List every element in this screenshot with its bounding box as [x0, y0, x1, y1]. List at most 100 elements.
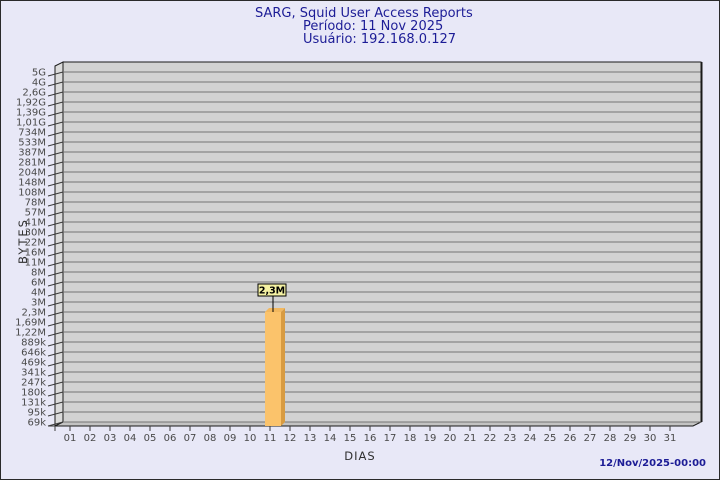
- x-tick-label: 17: [384, 433, 397, 444]
- y-tick-mark: [47, 281, 64, 287]
- y-tick-mark: [47, 81, 64, 87]
- y-tick-mark: [47, 211, 64, 217]
- y-tick-label: 108M: [18, 188, 46, 199]
- y-tick-mark: [47, 71, 64, 77]
- bar-side-face: [281, 308, 285, 426]
- y-tick-mark: [47, 331, 64, 337]
- y-tick-label: 1,69M: [15, 318, 46, 329]
- y-tick-mark: [47, 181, 64, 187]
- x-tick-label: 20: [444, 433, 457, 444]
- y-tick-mark: [47, 401, 64, 407]
- y-tick-mark: [47, 321, 64, 327]
- x-tick-label: 21: [464, 433, 477, 444]
- y-tick-mark: [47, 291, 64, 297]
- y-tick-mark: [47, 301, 64, 307]
- y-tick-label: 16M: [25, 248, 46, 259]
- y-tick-label: 3M: [31, 298, 46, 309]
- y-tick-label: 69k: [27, 418, 46, 429]
- x-tick-label: 11: [264, 433, 277, 444]
- y-tick-mark: [47, 151, 64, 157]
- x-axis-title: DIAS: [344, 449, 376, 463]
- x-tick-label: 03: [104, 433, 117, 444]
- y-tick-label: 4M: [31, 288, 46, 299]
- y-tick-mark: [47, 201, 64, 207]
- y-tick-mark: [47, 231, 64, 237]
- y-tick-label: 1,01G: [16, 118, 46, 129]
- y-tick-label: 341k: [21, 368, 46, 379]
- y-tick-label: 387M: [18, 148, 46, 159]
- x-tick-label: 30: [644, 433, 657, 444]
- x-tick-label: 14: [324, 433, 337, 444]
- x-tick-label: 28: [604, 433, 617, 444]
- y-tick-mark: [47, 261, 64, 267]
- report-timestamp: 12/Nov/2025-00:00: [599, 458, 706, 469]
- x-tick-label: 12: [284, 433, 297, 444]
- x-tick-label: 29: [624, 433, 637, 444]
- x-tick-label: 23: [504, 433, 517, 444]
- y-tick-label: 204M: [18, 168, 46, 179]
- x-tick-label: 16: [364, 433, 377, 444]
- y-tick-mark: [47, 411, 64, 417]
- y-tick-label: 30M: [25, 228, 46, 239]
- x-tick-label: 25: [544, 433, 557, 444]
- chart-title: SARG, Squid User Access Reports: [255, 6, 473, 21]
- y-tick-label: 148M: [18, 178, 46, 189]
- x-tick-label: 22: [484, 433, 497, 444]
- x-tick-label: 04: [124, 433, 137, 444]
- x-tick-label: 09: [224, 433, 237, 444]
- x-tick-label: 19: [424, 433, 437, 444]
- y-tick-mark: [47, 101, 64, 107]
- chart-user: Usuário: 192.168.0.127: [303, 32, 457, 47]
- y-tick-label: 889k: [21, 338, 46, 349]
- y-tick-label: 131k: [21, 398, 46, 409]
- y-tick-label: 533M: [18, 138, 46, 149]
- chart-period: Período: 11 Nov 2025: [303, 19, 444, 34]
- y-tick-mark: [47, 361, 64, 367]
- y-tick-mark: [47, 391, 64, 397]
- x-tick-label: 06: [164, 433, 177, 444]
- y-tick-mark: [47, 371, 64, 377]
- y-tick-mark: [47, 421, 64, 427]
- y-tick-label: 78M: [25, 198, 46, 209]
- plot-floor: [54, 421, 702, 427]
- y-tick-mark: [47, 131, 64, 137]
- y-tick-label: 247k: [21, 378, 46, 389]
- x-tick-label: 24: [524, 433, 537, 444]
- y-tick-label: 281M: [18, 158, 46, 169]
- y-tick-mark: [47, 221, 64, 227]
- x-tick-label: 07: [184, 433, 197, 444]
- y-tick-label: 11M: [25, 258, 46, 269]
- value-label-box: [257, 283, 287, 297]
- y-tick-mark: [47, 341, 64, 347]
- y-tick-label: 1,92G: [16, 98, 46, 109]
- x-tick-label: 01: [64, 433, 77, 444]
- x-tick-label: 18: [404, 433, 417, 444]
- y-tick-label: 2,6G: [22, 88, 46, 99]
- x-tick-label: 26: [564, 433, 577, 444]
- y-tick-mark: [47, 141, 64, 147]
- y-tick-label: 1,22M: [15, 328, 46, 339]
- x-tick-label: 13: [304, 433, 317, 444]
- x-tick-label: 31: [664, 433, 677, 444]
- y-tick-label: 180k: [21, 388, 46, 399]
- x-tick-label: 27: [584, 433, 597, 444]
- y-tick-label: 5G: [32, 68, 46, 79]
- y-axis-title: BYTES: [16, 218, 30, 264]
- y-tick-mark: [47, 271, 64, 277]
- y-tick-label: 469k: [21, 358, 46, 369]
- y-tick-label: 22M: [25, 238, 46, 249]
- y-tick-label: 4G: [32, 78, 46, 89]
- y-tick-label: 734M: [18, 128, 46, 139]
- y-tick-mark: [47, 251, 64, 257]
- x-tick-label: 08: [204, 433, 217, 444]
- y-tick-mark: [47, 241, 64, 247]
- y-tick-mark: [47, 161, 64, 167]
- y-tick-label: 2,3M: [21, 308, 46, 319]
- y-tick-mark: [47, 111, 64, 117]
- value-label-text: 2,3M: [259, 286, 285, 297]
- y-tick-label: 95k: [27, 408, 46, 419]
- bar-front-face: [265, 312, 281, 426]
- y-tick-label: 646k: [21, 348, 46, 359]
